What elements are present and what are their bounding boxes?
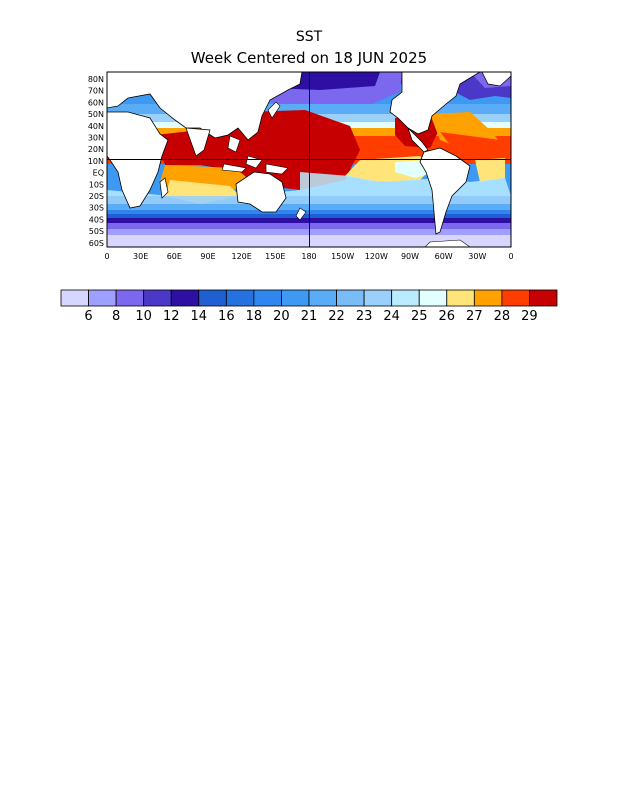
latitude-label: 30S	[89, 204, 104, 213]
latitude-label: 50N	[88, 110, 104, 119]
colorbar-swatch	[363, 289, 393, 307]
colorbar-label: 27	[466, 309, 483, 324]
latitude-label: 20N	[88, 145, 104, 154]
longitude-label: 0	[104, 252, 109, 261]
longitude-label: 90E	[200, 252, 215, 261]
colorbar-swatch	[501, 289, 530, 307]
longitude-label: 120E	[232, 252, 252, 261]
longitude-labels: 0 30E 60E 90E 120E 150E 180 150W 120W 90W 60W 30W 0	[104, 252, 513, 261]
longitude-label: 150W	[331, 252, 354, 261]
longitude-label: 0	[508, 252, 513, 261]
colorbar-label: 10	[135, 309, 152, 324]
colorbar-swatch	[473, 289, 503, 307]
colorbar-label: 12	[163, 309, 180, 324]
longitude-label: 180	[301, 252, 316, 261]
longitude-label: 60W	[435, 252, 453, 261]
latitude-label: 10N	[88, 157, 104, 166]
latitude-labels: 80N 70N 60N 50N 40N 30N 20N 10N EQ 10S 20S 30S 40S 50…	[88, 75, 104, 248]
longitude-label: 30W	[468, 252, 486, 261]
latitude-label: 40N	[88, 122, 104, 131]
colorbar-swatch	[143, 289, 172, 307]
longitude-label: 120W	[365, 252, 388, 261]
colorbar-swatch	[308, 289, 337, 307]
latitude-label: 20S	[89, 192, 104, 201]
colorbar-label: 23	[356, 309, 373, 324]
map-title: SST	[296, 29, 323, 45]
latitude-label: 60S	[89, 239, 104, 248]
latitude-label: EQ	[93, 169, 104, 178]
colorbar-label: 22	[328, 309, 345, 324]
longitude-label: 150E	[265, 252, 285, 261]
latitude-label: 80N	[88, 75, 104, 84]
colorbar-swatch	[446, 289, 475, 307]
longitude-label: 90W	[401, 252, 419, 261]
colorbar-label: 28	[494, 309, 511, 324]
latitude-label: 10S	[89, 180, 104, 189]
colorbar-label: 25	[411, 309, 428, 324]
colorbar	[60, 289, 558, 307]
colorbar-swatch	[115, 289, 145, 307]
latitude-label: 30N	[88, 134, 104, 143]
colorbar-label: 8	[112, 309, 120, 324]
map-subtitle: Week Centered on 18 JUN 2025	[191, 49, 427, 67]
colorbar-swatch	[225, 289, 255, 307]
colorbar-labels: 6 8 10 12 14 16 18 20 21 22 23 24 25 26 27 28 29	[84, 309, 537, 324]
colorbar-label: 6	[84, 309, 92, 324]
colorbar-swatch	[60, 289, 89, 307]
map-frame	[106, 71, 512, 248]
colorbar-swatch	[391, 289, 420, 307]
colorbar-swatch	[418, 289, 448, 307]
latitude-label: 40S	[89, 215, 104, 224]
colorbar-swatch	[88, 289, 117, 307]
colorbar-label: 20	[273, 309, 290, 324]
colorbar-label: 18	[246, 309, 263, 324]
colorbar-swatch	[336, 289, 365, 307]
colorbar-label: 26	[439, 309, 456, 324]
sst-map	[107, 72, 511, 247]
latitude-label: 60N	[88, 98, 104, 107]
longitude-label: 60E	[167, 252, 182, 261]
colorbar-swatch	[253, 289, 282, 307]
colorbar-swatch	[198, 289, 227, 307]
latitude-label: 70N	[88, 87, 104, 96]
colorbar-swatch	[281, 289, 310, 307]
colorbar-label: 29	[521, 309, 538, 324]
colorbar-swatch	[529, 289, 558, 307]
colorbar-label: 24	[383, 309, 400, 324]
latitude-label: 50S	[89, 227, 104, 236]
colorbar-swatch	[170, 289, 200, 307]
colorbar-label: 16	[218, 309, 235, 324]
longitude-label: 30E	[133, 252, 148, 261]
colorbar-label: 21	[301, 309, 318, 324]
colorbar-label: 14	[191, 309, 208, 324]
